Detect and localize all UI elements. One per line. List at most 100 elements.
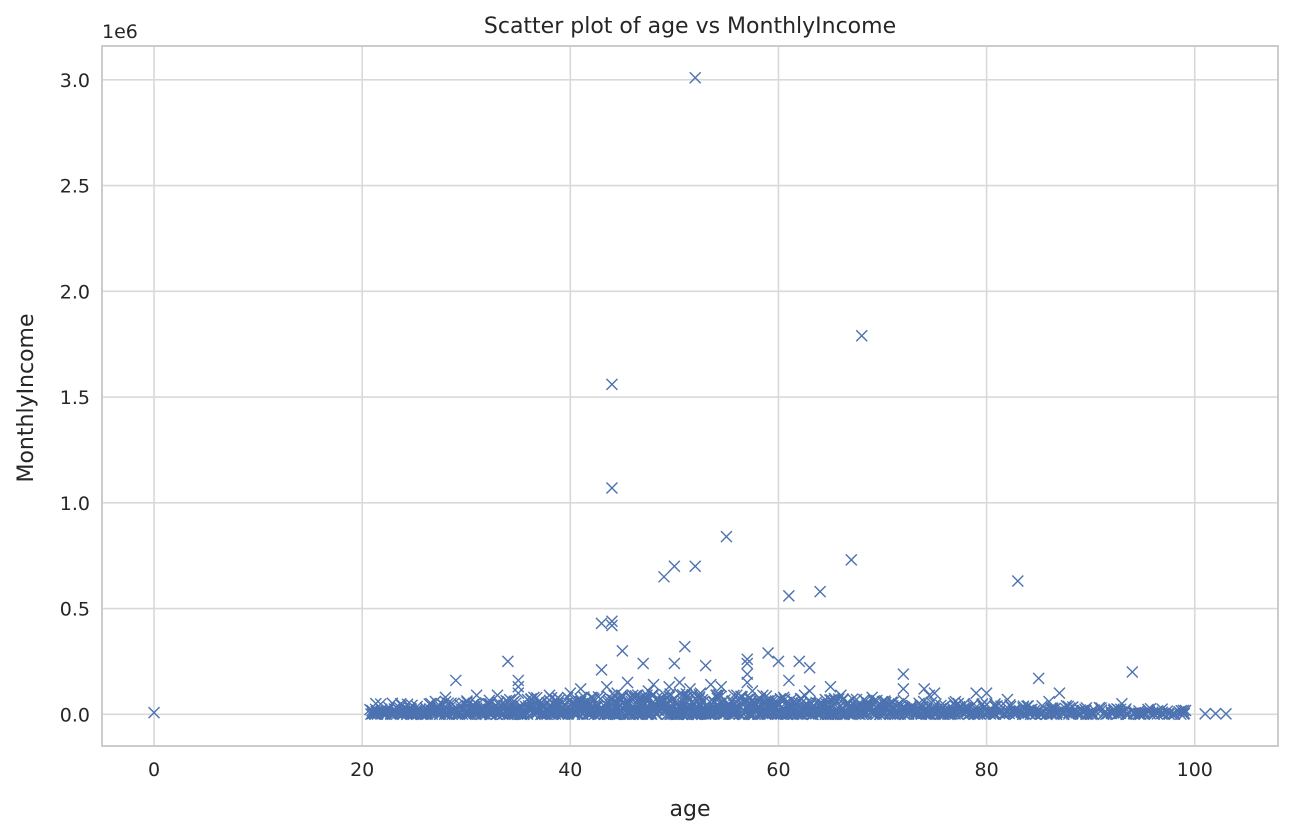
- data-point: [455, 702, 468, 715]
- x-tick-label: 100: [1177, 759, 1213, 781]
- data-point: [652, 693, 665, 706]
- data-point: [387, 707, 400, 720]
- data-point: [564, 687, 577, 700]
- data-point: [1209, 707, 1222, 720]
- data-point: [1084, 706, 1097, 719]
- data-point: [376, 707, 389, 720]
- y-tick-label: 3.0: [60, 70, 90, 92]
- data-point: [1063, 701, 1076, 714]
- data-point: [730, 689, 743, 702]
- y-axis-label: MonthlyIncome: [14, 313, 39, 482]
- y-tick-label: 0.0: [60, 704, 90, 726]
- data-point: [1157, 707, 1170, 720]
- data-point: [772, 655, 785, 668]
- data-point: [699, 659, 712, 672]
- data-point: [782, 589, 795, 602]
- data-point: [1163, 708, 1176, 721]
- data-point: [418, 706, 431, 719]
- data-point: [741, 676, 754, 689]
- data-point: [637, 657, 650, 670]
- data-point: [819, 693, 832, 706]
- data-point: [439, 701, 452, 714]
- data-point: [640, 708, 653, 721]
- data-point: [704, 678, 717, 691]
- y-tick-label: 1.0: [60, 493, 90, 515]
- data-point: [595, 663, 608, 676]
- data-point: [613, 694, 626, 707]
- data-point: [1134, 708, 1147, 721]
- data-point: [1177, 704, 1190, 717]
- data-point: [829, 695, 842, 708]
- data-point: [512, 674, 525, 687]
- data-point: [684, 682, 696, 695]
- data-point: [483, 694, 496, 707]
- x-tick-label: 20: [350, 759, 374, 781]
- data-point: [866, 691, 879, 704]
- data-point: [793, 655, 806, 668]
- data-point: [980, 687, 993, 700]
- data-point: [522, 699, 535, 712]
- data-point: [860, 697, 873, 710]
- data-point: [1178, 707, 1191, 720]
- y-tick-label: 1.5: [60, 387, 90, 409]
- data-point: [1105, 706, 1118, 719]
- data-point: [429, 705, 442, 718]
- data-point: [1011, 575, 1024, 588]
- data-point: [439, 691, 452, 704]
- data-point: [371, 707, 384, 720]
- data-point: [741, 653, 754, 666]
- data-point: [689, 560, 702, 573]
- data-point: [736, 697, 749, 710]
- data-point: [1043, 695, 1056, 708]
- data-point: [907, 701, 920, 714]
- y-tick-label: 0.5: [60, 599, 90, 621]
- x-tick-label: 60: [766, 759, 790, 781]
- data-point: [1167, 707, 1180, 720]
- data-point: [616, 644, 629, 657]
- data-point: [1001, 693, 1014, 706]
- data-point: [1219, 707, 1232, 720]
- data-point: [715, 680, 728, 693]
- data-point: [741, 668, 754, 681]
- data-point: [449, 674, 462, 687]
- data-point: [460, 699, 473, 712]
- data-point: [605, 378, 618, 391]
- data-point: [918, 682, 931, 695]
- data-point: [1074, 704, 1087, 717]
- x-axis-label: age: [670, 797, 711, 822]
- data-point: [777, 691, 790, 704]
- data-point: [605, 615, 618, 628]
- data-point: [689, 71, 702, 84]
- data-point: [543, 701, 556, 714]
- data-point: [605, 619, 618, 632]
- data-point: [574, 682, 587, 695]
- data-point: [647, 678, 660, 691]
- data-point: [605, 481, 618, 494]
- y-tick-label: 2.5: [60, 176, 90, 198]
- data-point: [814, 585, 827, 598]
- data-point: [1115, 697, 1128, 710]
- data-point: [710, 689, 723, 702]
- data-point: [1051, 706, 1063, 719]
- data-point: [366, 707, 379, 720]
- data-point: [1199, 707, 1212, 720]
- data-point: [148, 706, 161, 719]
- data-point: [762, 646, 775, 659]
- data-point: [741, 657, 754, 670]
- data-point: [590, 699, 603, 712]
- data-point: [886, 699, 899, 712]
- data-point: [803, 685, 816, 698]
- data-point: [553, 693, 566, 706]
- data-point: [600, 680, 613, 693]
- data-point: [840, 697, 853, 710]
- data-point: [611, 687, 624, 700]
- data-point: [569, 697, 582, 710]
- data-point: [834, 689, 847, 702]
- data-point: [621, 676, 634, 689]
- data-points: [148, 71, 1232, 721]
- data-point: [938, 699, 951, 712]
- data-point: [491, 704, 504, 717]
- data-point: [678, 640, 691, 653]
- data-point: [788, 695, 801, 708]
- data-point: [756, 689, 769, 702]
